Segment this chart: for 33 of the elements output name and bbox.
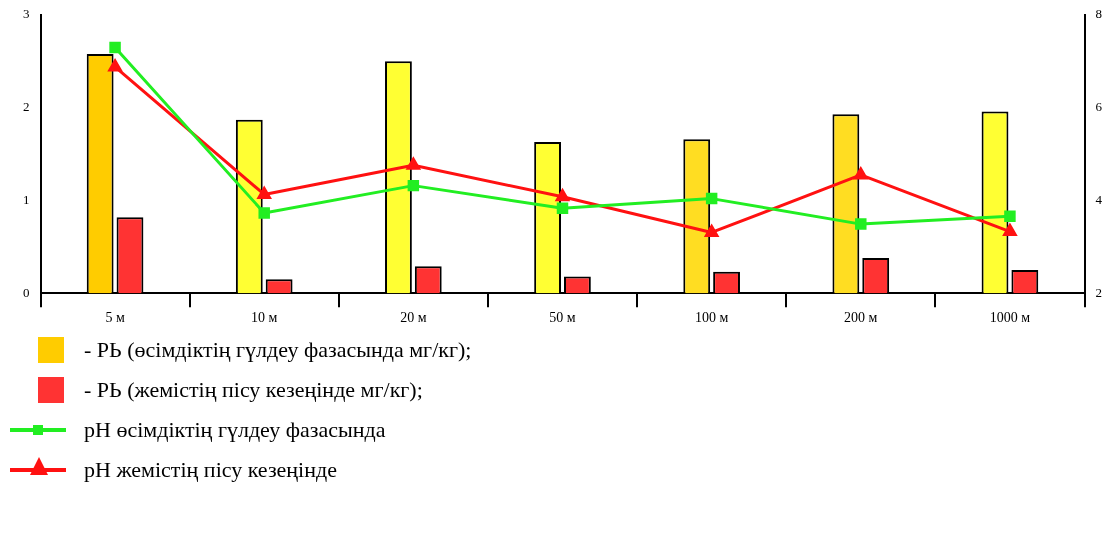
point (407, 179, 420, 192)
x-tick-label: 5 м (105, 310, 125, 326)
point (1003, 224, 1017, 237)
y2-tick-label: 6 (1095, 99, 1103, 115)
point (258, 207, 270, 219)
legend-label: рН жемістің пісу кезеңінде (84, 457, 337, 483)
y2-tick-label: 2 (1095, 284, 1102, 300)
y-tick-label: 0 (23, 284, 30, 300)
point (108, 59, 122, 72)
y-tick-label: 1 (23, 191, 30, 207)
y2-tick-label: 8 (1095, 6, 1102, 22)
x-tick-label: 100 м (694, 310, 729, 326)
x-tick-label: 20 м (400, 310, 427, 326)
point (109, 41, 121, 54)
point (257, 186, 271, 199)
point (1004, 210, 1016, 222)
y-tick-label: 3 (23, 6, 30, 22)
point (855, 218, 867, 230)
x-tick-label: 200 м (844, 310, 878, 326)
legend-label: - РЬ (өсімдіктің гүлдеу фазасында мг/кг); (84, 337, 472, 363)
y-tick-label: 2 (23, 99, 30, 115)
point (406, 157, 421, 170)
point (704, 224, 719, 237)
point (705, 192, 718, 205)
legend-label: - РЬ (жемістің пісу кезеңінде мг/кг); (84, 377, 423, 403)
x-tick-label: 1000 м (989, 310, 1031, 326)
y2-tick-label: 4 (1095, 191, 1103, 207)
x-tick-label: 10 м (251, 310, 278, 326)
legend-label: рН өсімдіктің гүлдеу фазасында (84, 417, 386, 443)
point (556, 202, 569, 215)
point (555, 189, 570, 202)
point (854, 167, 868, 180)
x-tick-label: 50 м (549, 310, 576, 326)
